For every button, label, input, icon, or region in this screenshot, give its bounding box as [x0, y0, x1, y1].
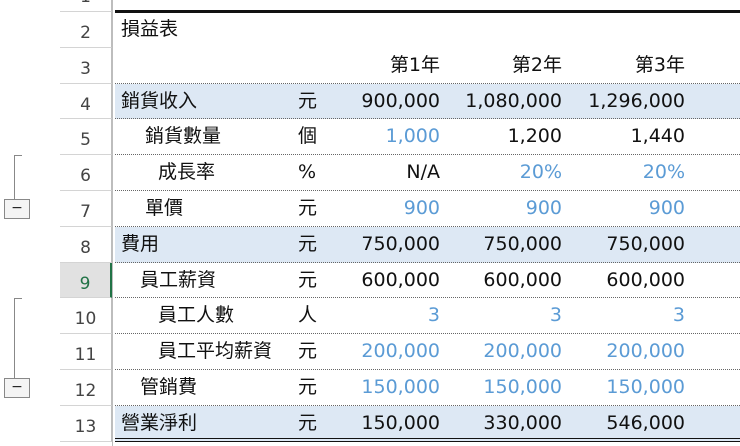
row-number[interactable]: 2	[60, 12, 112, 48]
row-label: 員工人數	[158, 304, 235, 327]
row-separator	[115, 154, 740, 156]
value-cell: 1,296,000	[588, 89, 685, 112]
row-highlight	[115, 226, 740, 263]
row-number[interactable]: 6	[60, 155, 112, 191]
value-cell: 1,000	[385, 125, 440, 148]
value-cell: 900	[648, 197, 685, 219]
title-border	[115, 10, 740, 13]
row-label: 銷貨數量	[145, 125, 222, 148]
row-number[interactable]: 3	[60, 47, 112, 84]
unit: 元	[298, 89, 318, 112]
row-separator	[115, 297, 740, 299]
value-cell: 750,000	[483, 232, 562, 255]
value-cell: 150,000	[361, 376, 440, 398]
value-cell: 1,200	[507, 125, 562, 148]
row-separator	[115, 261, 740, 263]
outline-bracket	[14, 155, 22, 200]
unit: 元	[298, 411, 318, 434]
collapse-button[interactable]: −	[4, 199, 30, 219]
value-cell: 3	[427, 304, 440, 327]
row-number[interactable]: 4	[60, 83, 112, 120]
row-separator	[115, 404, 740, 406]
row-number[interactable]: 10	[60, 298, 112, 335]
value-cell: 1,440	[630, 125, 685, 148]
row-number[interactable]: 9	[60, 262, 112, 299]
value-cell: 200,000	[606, 340, 685, 363]
row-separator	[115, 369, 740, 370]
row-label: 員工薪資	[140, 268, 217, 291]
value-cell: 150,000	[606, 376, 685, 398]
unit: %	[298, 161, 317, 184]
row-label: 員工平均薪資	[158, 340, 273, 363]
row-number[interactable]: 12	[60, 370, 112, 406]
row-label: 管銷費	[140, 376, 198, 398]
row-highlight	[115, 83, 740, 120]
row-highlight	[115, 405, 740, 442]
unit: 個	[298, 125, 318, 148]
sheet-title: 損益表	[121, 18, 179, 40]
row-separator	[115, 225, 740, 227]
value-cell: 900	[525, 197, 562, 219]
value-cell: 330,000	[483, 411, 562, 434]
value-cell: 200,000	[483, 340, 562, 363]
row-number[interactable]: 5	[60, 119, 112, 156]
row-label: 單價	[145, 197, 184, 219]
value-cell: 546,000	[606, 411, 685, 434]
row-separator	[115, 82, 740, 84]
row-label: 費用	[121, 232, 160, 255]
value-cell: 600,000	[483, 268, 562, 291]
unit: 元	[298, 340, 318, 363]
row-separator	[115, 190, 740, 191]
value-cell: 200,000	[361, 340, 440, 363]
row-number[interactable]: 7	[60, 191, 112, 227]
row-separator	[115, 333, 740, 335]
row-number[interactable]: 11	[60, 334, 112, 370]
value-cell: 3	[672, 304, 685, 327]
header-divider	[112, 0, 113, 446]
value-cell: 150,000	[361, 411, 440, 434]
unit: 元	[298, 268, 318, 291]
column-header: 第2年	[511, 53, 562, 76]
value-cell: 900,000	[361, 89, 440, 112]
row-number[interactable]: 8	[60, 226, 112, 263]
outline-bracket	[14, 298, 22, 378]
value-cell: 600,000	[606, 268, 685, 291]
collapse-button[interactable]: −	[4, 378, 30, 398]
bottom-border	[115, 437, 740, 442]
value-cell: N/A	[406, 161, 440, 184]
value-cell: 1,080,000	[465, 89, 562, 112]
column-header: 第1年	[389, 53, 440, 76]
value-cell: 600,000	[361, 268, 440, 291]
row-separator	[115, 118, 740, 120]
value-cell: 20%	[642, 161, 685, 184]
row-label: 成長率	[158, 161, 216, 184]
row-label: 銷貨收入	[121, 89, 198, 112]
value-cell: 3	[549, 304, 562, 327]
value-cell: 20%	[519, 161, 562, 184]
unit: 人	[298, 304, 318, 327]
unit: 元	[298, 197, 318, 219]
value-cell: 750,000	[606, 232, 685, 255]
value-cell: 150,000	[483, 376, 562, 398]
unit: 元	[298, 232, 318, 255]
value-cell: 750,000	[361, 232, 440, 255]
row-label: 營業淨利	[121, 411, 198, 434]
row-number[interactable]: 1	[60, 0, 112, 12]
value-cell: 900	[403, 197, 440, 219]
unit: 元	[298, 376, 318, 398]
row-number[interactable]: 13	[60, 405, 112, 442]
column-header: 第3年	[634, 53, 685, 76]
